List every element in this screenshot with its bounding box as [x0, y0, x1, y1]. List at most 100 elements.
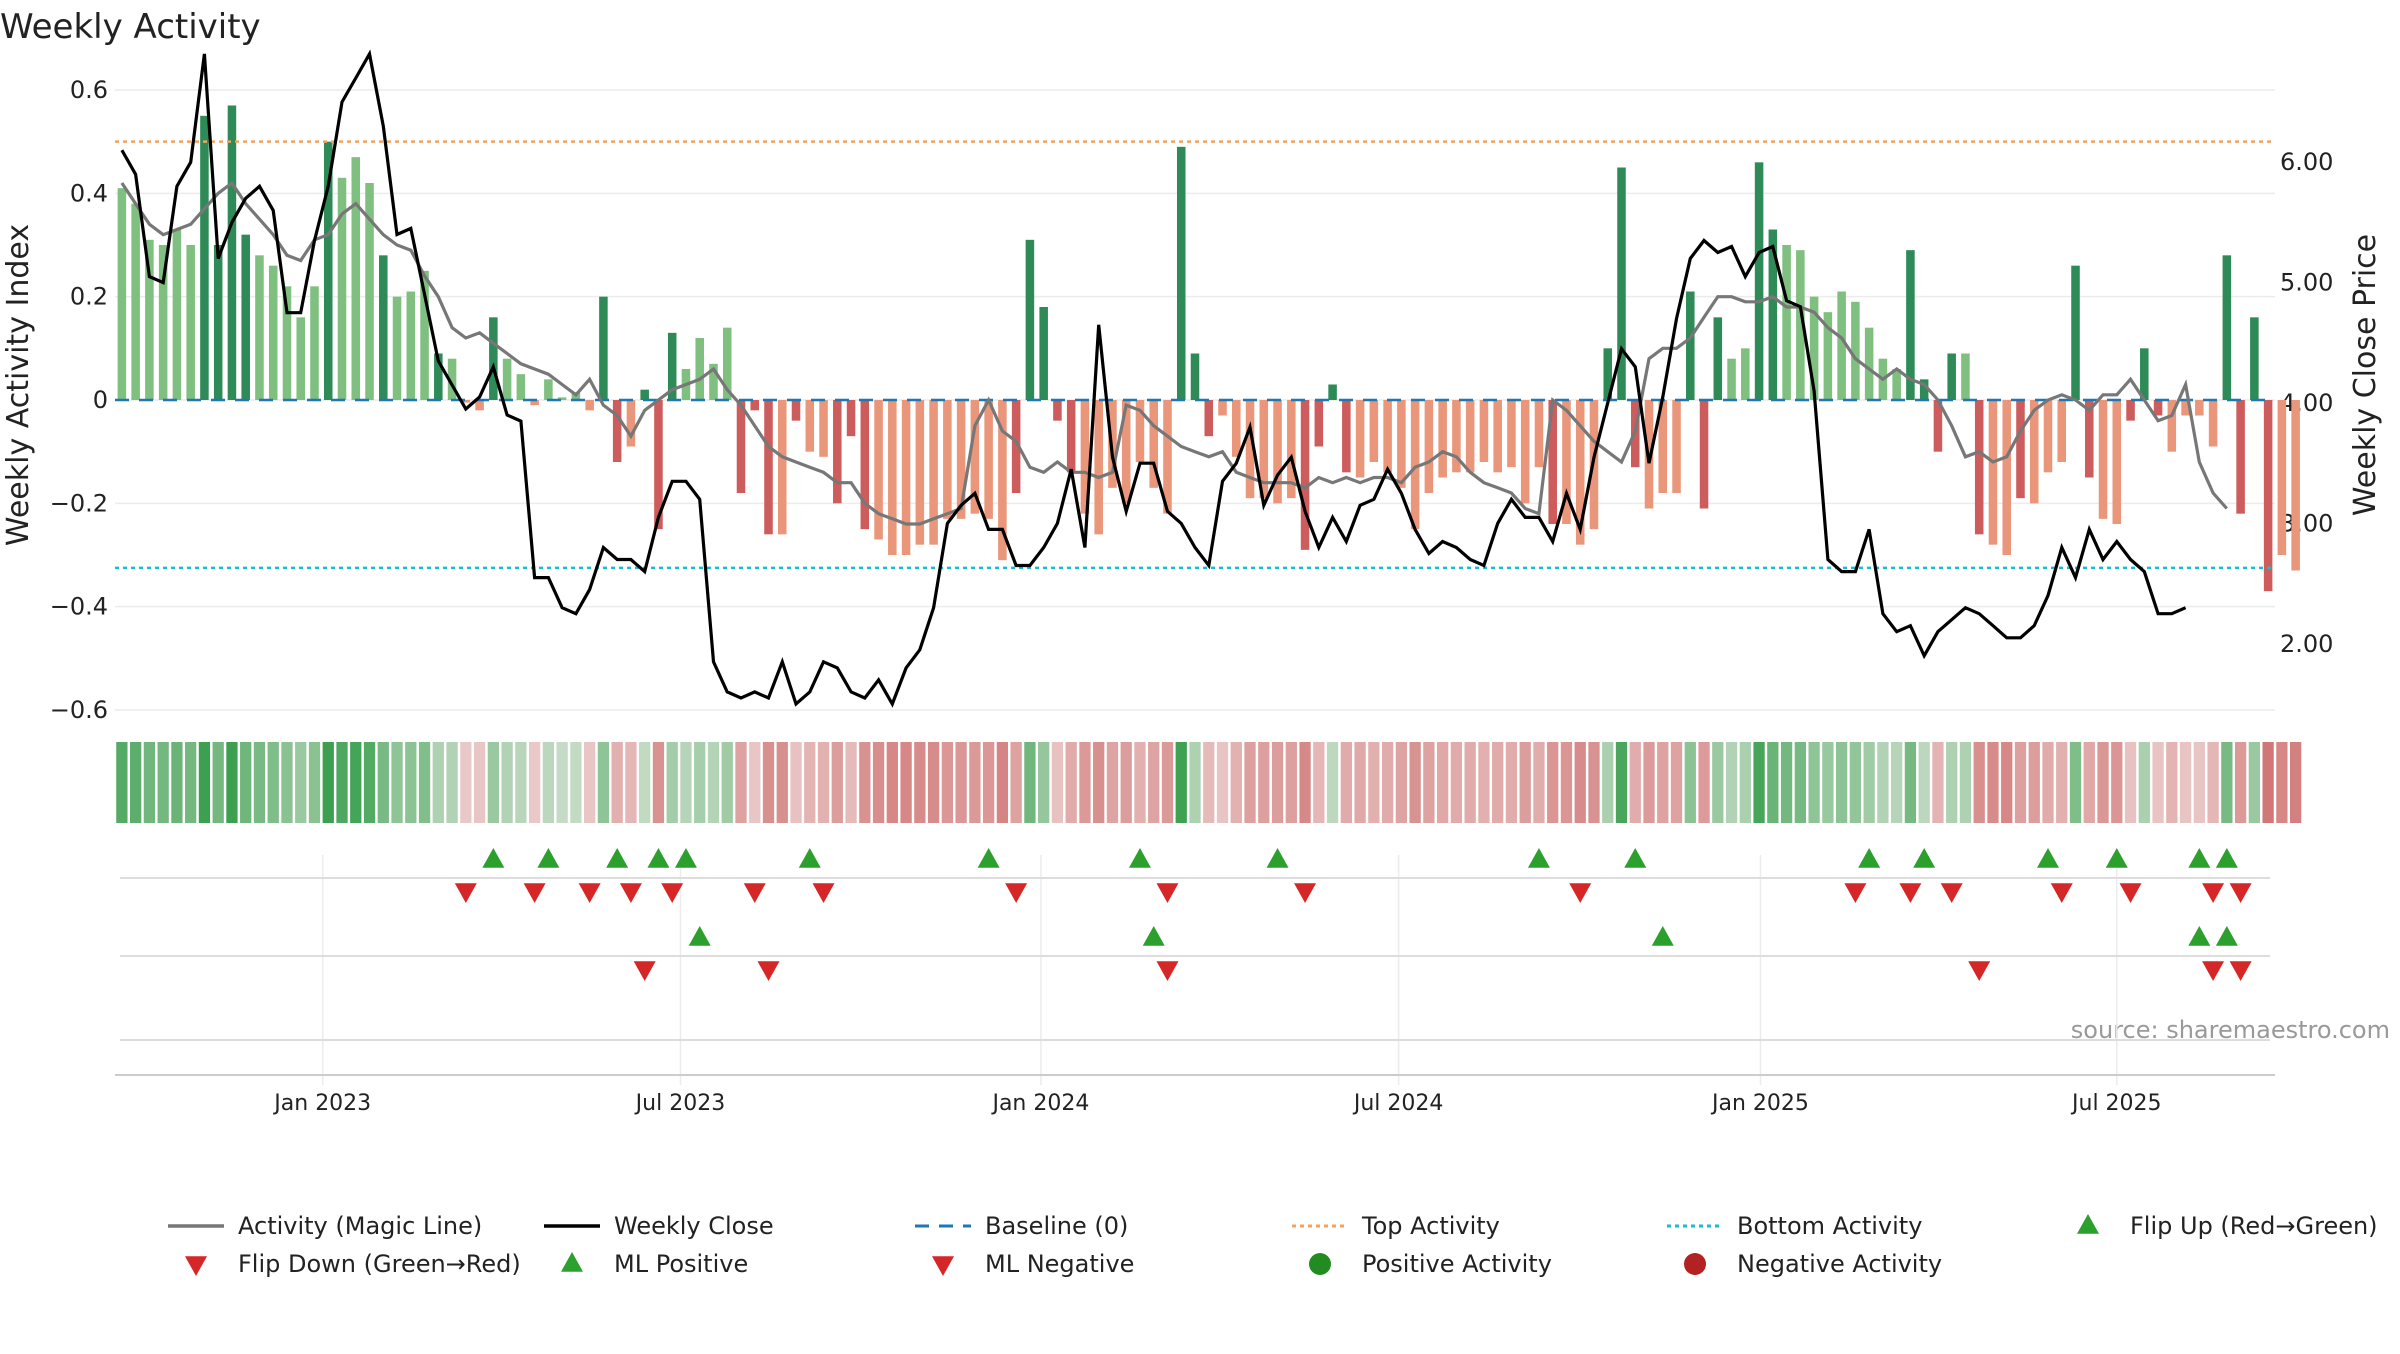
heat-strip-cell [1368, 742, 1380, 823]
heat-strip-cell [2193, 742, 2205, 823]
activity-bar [1575, 400, 1585, 545]
activity-bar [186, 245, 195, 400]
heat-strip-cell [2207, 742, 2219, 823]
flip-up-marker [606, 848, 629, 868]
activity-bar [530, 400, 539, 406]
legend-swatch-circle [1684, 1253, 1706, 1275]
heat-strip-cell [2124, 742, 2137, 823]
ml-positive-marker [688, 926, 711, 946]
activity-bar [1287, 400, 1296, 499]
heat-strip-cell [1932, 742, 1944, 823]
heat-strip-cell [129, 742, 142, 823]
ml-positive-marker [1142, 926, 1165, 946]
activity-bar [956, 400, 966, 519]
ml-negative-marker [757, 961, 780, 981]
heat-strip-cell [1010, 742, 1022, 823]
activity-bar [461, 400, 471, 403]
activity-bar [2167, 400, 2177, 452]
flip-up-marker [482, 848, 505, 868]
heat-strip-cell [1822, 742, 1834, 823]
heat-strip-cell [2221, 742, 2233, 823]
activity-bar [970, 400, 980, 514]
heat-strip-cell [1189, 742, 1201, 823]
flip-down-marker [1569, 883, 1592, 903]
activity-bar [1782, 245, 1791, 400]
activity-bar [1837, 291, 1846, 400]
activity-bar [1259, 400, 1269, 499]
flip-down-marker [2229, 883, 2252, 903]
activity-bar [1163, 400, 1172, 514]
activity-bar [1080, 400, 1090, 514]
heat-strip-cell [2056, 742, 2068, 823]
activity-bar [1768, 229, 1778, 400]
y-tick-left-label: 0.2 [70, 283, 108, 311]
heat-strip-cell [528, 742, 541, 823]
heat-strip-cell [363, 742, 376, 823]
heat-strip-cell [1437, 742, 1449, 823]
flip-up-marker [537, 848, 560, 868]
ml-negative-marker [1968, 961, 1991, 981]
activity-bar [750, 400, 760, 411]
activity-bar [695, 338, 704, 400]
activity-bar [1493, 400, 1502, 473]
flip-up-marker [1858, 848, 1881, 868]
activity-bar [1025, 239, 1035, 400]
activity-bar [1355, 400, 1365, 478]
activity-bar [1245, 400, 1255, 499]
legend-label: Top Activity [1361, 1212, 1500, 1240]
heat-strip-cell [735, 742, 747, 823]
heat-strip-cell [1299, 742, 1311, 823]
legend-label: Weekly Close [614, 1212, 774, 1240]
heat-strip-cell [982, 742, 995, 823]
heat-strip-cell [886, 742, 898, 823]
flip-up-marker [2105, 848, 2128, 868]
legend-label: Flip Up (Red→Green) [2130, 1212, 2378, 1240]
activity-bar [1452, 400, 1461, 473]
heat-strip-cell [1175, 742, 1187, 823]
activity-bar [2098, 400, 2108, 519]
x-tick-label: Jul 2024 [1352, 1091, 1444, 1116]
flip-down-marker [454, 883, 477, 903]
heat-strip-cell [542, 742, 555, 823]
activity-bar [1121, 400, 1131, 504]
activity-bar [158, 245, 168, 400]
activity-bar [213, 245, 223, 400]
heat-strip-cell [1258, 742, 1270, 823]
heat-strip-cell [2276, 742, 2288, 823]
flip-up-marker [1527, 848, 1550, 868]
heat-strip-cell [2179, 742, 2192, 823]
activity-bar [1232, 400, 1241, 457]
legend-label: Flip Down (Green→Red) [238, 1250, 521, 1278]
heat-strip-cell [2138, 742, 2150, 823]
activity-bar [2057, 400, 2067, 462]
activity-bar [1328, 384, 1337, 400]
y-tick-left-label: −0.4 [50, 593, 108, 621]
activity-bar [1053, 400, 1062, 421]
activity-bar [1397, 400, 1406, 488]
activity-bar [1176, 146, 1186, 400]
y-tick-right-label: 2.00 [2280, 630, 2333, 658]
activity-bar [943, 400, 952, 519]
heat-strip-cell [611, 742, 623, 823]
activity-bar [268, 265, 278, 400]
heat-strip-cell [1065, 742, 1077, 823]
heat-strip-cell [1038, 742, 1050, 823]
activity-bar [1754, 162, 1764, 400]
heat-strip-cell [1987, 742, 1999, 823]
heat-strip-cell [336, 742, 348, 823]
activity-bar [1562, 400, 1571, 524]
y-tick-left-label: 0.6 [70, 76, 108, 104]
heat-strip-cell [281, 742, 293, 823]
activity-bar [475, 400, 484, 411]
activity-bar [392, 296, 402, 400]
activity-bar [1672, 400, 1681, 493]
heat-strip-cell [955, 742, 967, 823]
activity-bar [833, 400, 842, 504]
heat-strip-cell [405, 742, 417, 823]
heat-strip-cell [1725, 742, 1738, 823]
heat-strip-cell [391, 742, 403, 823]
heat-strip-cell [2028, 742, 2040, 823]
heat-strip-cell [1973, 742, 1985, 823]
y-tick-right-label: 4.00 [2280, 389, 2333, 417]
